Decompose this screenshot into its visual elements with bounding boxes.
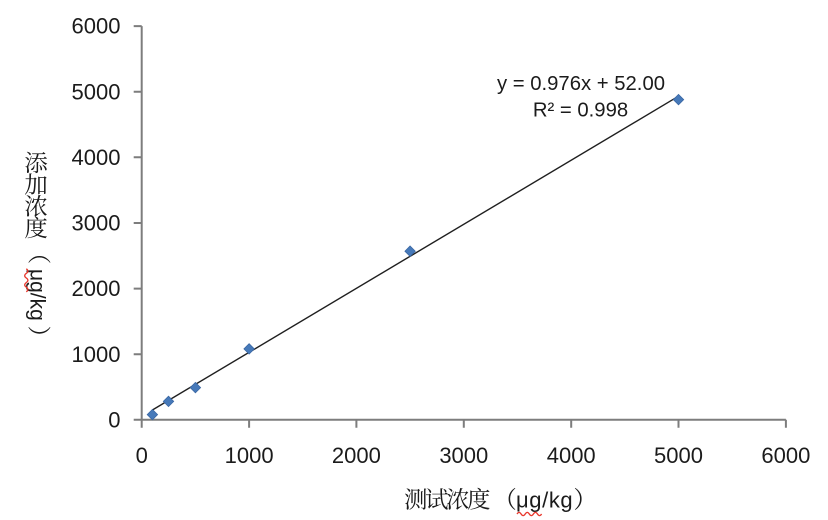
svg-text:5000: 5000 — [72, 79, 121, 104]
svg-text:μg/kg: μg/kg — [26, 269, 49, 321]
svg-text:4000: 4000 — [547, 443, 596, 468]
svg-text:R² = 0.998: R² = 0.998 — [533, 100, 628, 122]
svg-text:5000: 5000 — [654, 443, 703, 468]
svg-text:0: 0 — [136, 443, 148, 468]
svg-text:4000: 4000 — [72, 145, 121, 170]
svg-text:6000: 6000 — [761, 443, 810, 468]
svg-text:3000: 3000 — [439, 443, 488, 468]
svg-text:2000: 2000 — [72, 276, 121, 301]
svg-text:y = 0.976x + 52.00: y = 0.976x + 52.00 — [497, 73, 665, 95]
svg-text:6000: 6000 — [72, 14, 121, 39]
svg-text:1000: 1000 — [72, 342, 121, 367]
svg-text:0: 0 — [108, 407, 120, 432]
svg-text:μg/kg: μg/kg — [516, 487, 573, 512]
svg-text:2000: 2000 — [332, 443, 381, 468]
svg-text:3000: 3000 — [72, 211, 121, 236]
svg-text:1000: 1000 — [225, 443, 274, 468]
